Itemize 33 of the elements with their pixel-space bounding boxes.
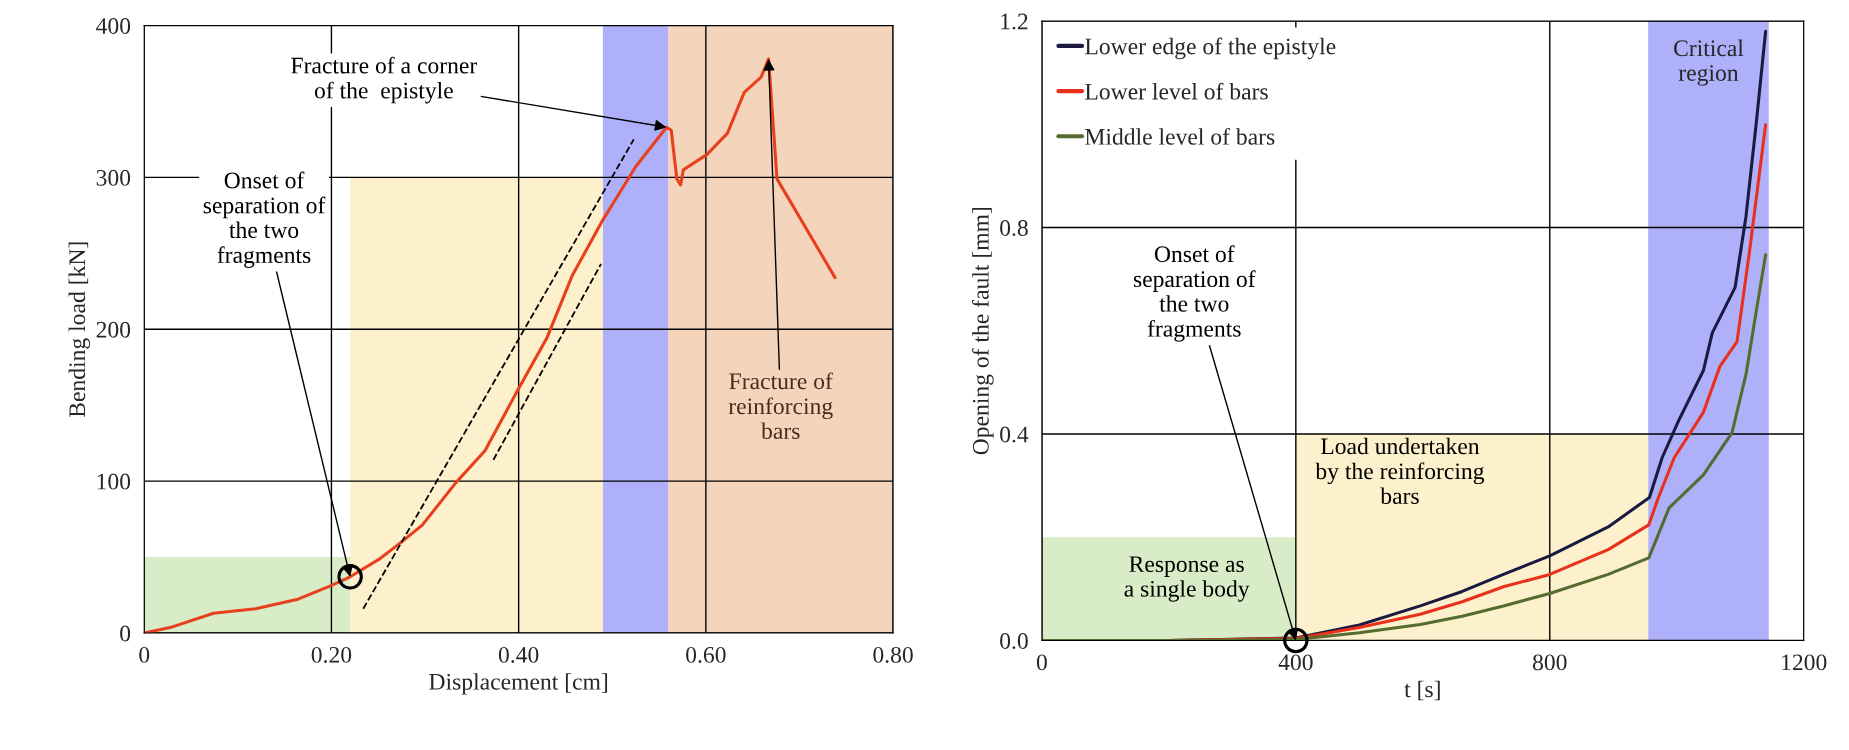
- annotation: Onset of separation of the two fragments: [1133, 245, 1256, 342]
- x-axis-title: t [s]: [1404, 680, 1440, 701]
- annotation: Response as a single body: [1124, 556, 1250, 602]
- y-tick-label: 300: [96, 169, 131, 186]
- x-tick-label: 0.60: [686, 646, 726, 663]
- y-tick-label: 0.0: [1000, 632, 1028, 650]
- x-tick-label: 0: [139, 646, 150, 663]
- y-axis-title: Opening of the fault [mm]: [971, 207, 994, 455]
- annotation: Onset of separation of the two fragments: [203, 171, 326, 268]
- y-tick-label: 1.2: [1001, 13, 1028, 30]
- x-tick-label: 0.40: [498, 646, 539, 663]
- y-tick-label: 200: [96, 321, 131, 338]
- annotation: Fracture of a corner of the epistyle: [291, 56, 478, 104]
- legend-label: Lower level of bars: [1085, 82, 1268, 100]
- x-tick-label: 0.80: [873, 646, 913, 663]
- y-tick-label: 100: [97, 473, 131, 490]
- x-tick-label: 800: [1532, 654, 1567, 671]
- y-tick-label: 400: [96, 17, 131, 34]
- y-tick-label: 0.4: [1000, 426, 1029, 443]
- x-tick-label: 400: [1278, 654, 1313, 671]
- line-series: [144, 57, 837, 633]
- y-axis-title: Bending load [kN]: [68, 242, 91, 418]
- x-tick-label: 1200: [1782, 654, 1827, 671]
- annotation: Fracture of reinforcing bars: [728, 372, 833, 439]
- y-tick-label: 0.8: [1000, 219, 1028, 237]
- x-axis-title: Displacement [cm]: [429, 673, 608, 695]
- legend-label: Middle level of bars: [1085, 127, 1275, 145]
- x-tick-label: 0: [1036, 654, 1047, 671]
- x-tick-label: 0.20: [311, 646, 352, 663]
- band-label: Critical region: [1674, 39, 1744, 86]
- y-tick-label: 0: [120, 625, 131, 642]
- legend-label: Lower edge of the epistyle: [1085, 37, 1336, 60]
- annotation: Load undertaken by the reinforcing bars: [1315, 437, 1485, 505]
